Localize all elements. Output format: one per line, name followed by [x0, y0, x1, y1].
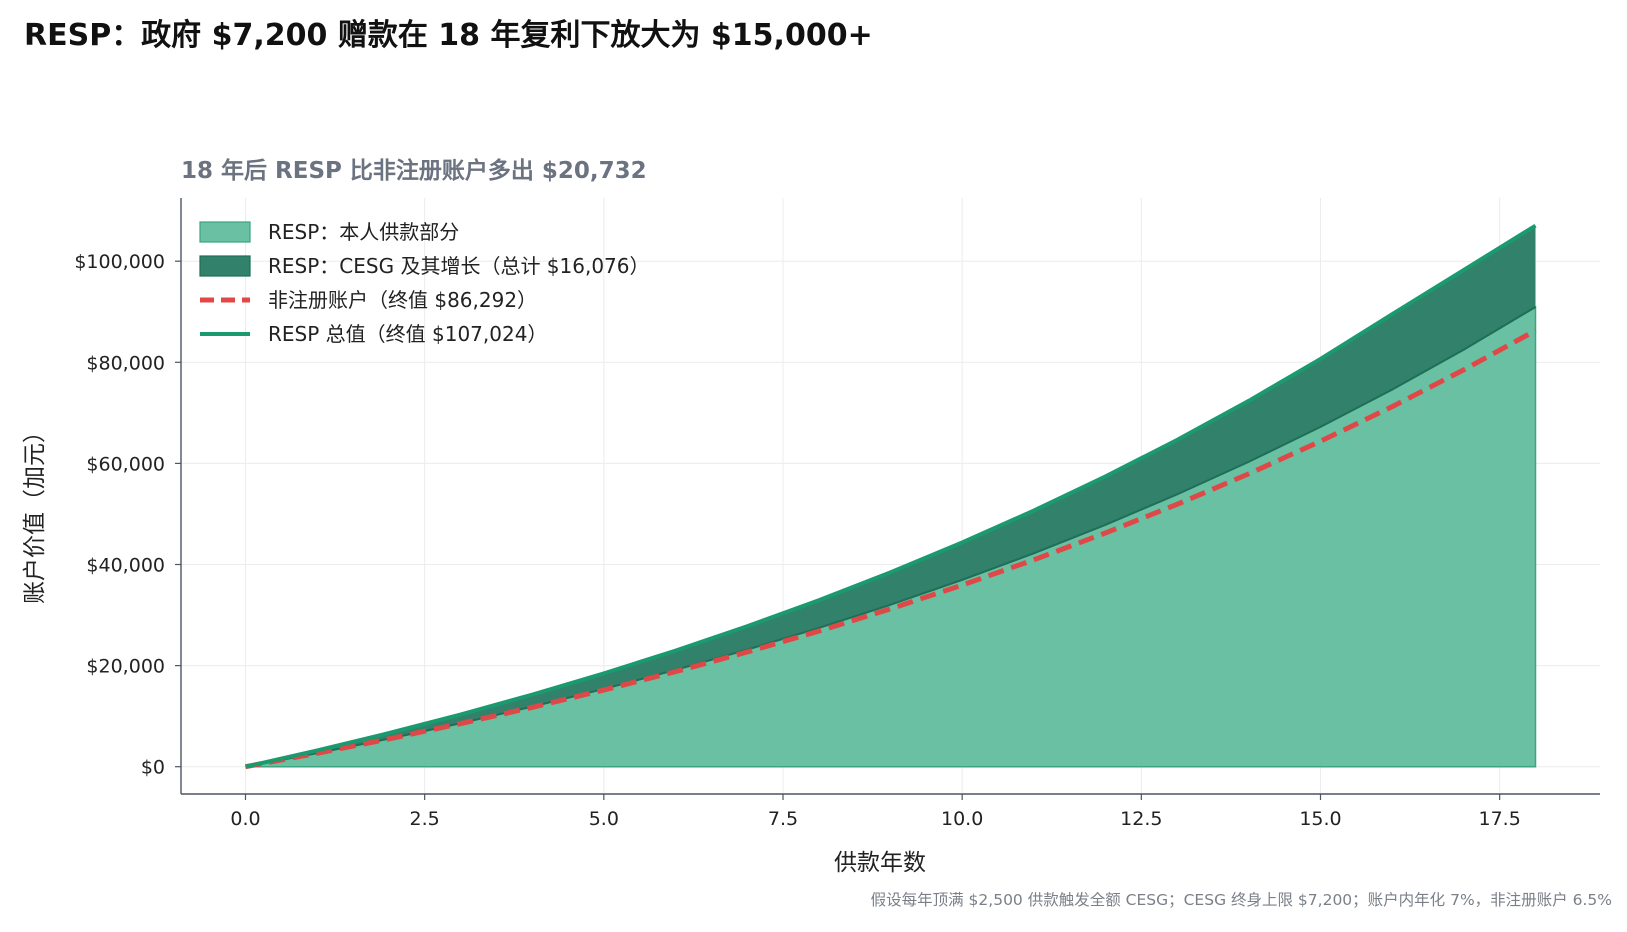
y-tick-label-4: $80,000: [86, 352, 165, 374]
tick-labels: 0.0 2.5 5.0 7.5 10.0 12.5 15.0 17.5 $0 $20,000 $40…: [74, 251, 1520, 830]
y-tick-label-3: $60,000: [86, 453, 165, 475]
x-tick-label-0: 0.0: [230, 808, 260, 830]
legend-label-0: RESP：本人供款部分: [268, 220, 459, 244]
plot-lines: [245, 223, 1537, 770]
y-tick-label-0: $0: [141, 757, 165, 779]
y-tick-label-1: $20,000: [86, 656, 165, 678]
x-tick-label-7: 17.5: [1479, 808, 1521, 830]
line-non-registered: [245, 328, 1537, 770]
legend-swatch-1: [199, 255, 251, 277]
chart-title: RESP：政府 $7,200 赠款在 18 年复利下放大为 $15,000+: [24, 18, 873, 53]
legend-label-1: RESP：CESG 及其增长（总计 $16,076）: [268, 254, 650, 278]
legend-label-3: RESP 总值（终值 $107,024）: [268, 322, 547, 346]
chart-subtitle: 18 年后 RESP 比非注册账户多出 $20,732: [181, 157, 647, 184]
legend-label-2: 非注册账户（终值 $86,292）: [268, 288, 537, 312]
legend: RESP：本人供款部分 RESP：CESG 及其增长（总计 $16,076） 非注册…: [199, 220, 650, 346]
x-tick-label-5: 12.5: [1120, 808, 1162, 830]
line-resp-total: [245, 223, 1537, 769]
legend-swatch-0: [199, 221, 251, 243]
x-tick-label-4: 10.0: [941, 808, 983, 830]
chart-footnote: 假设每年顶满 $2,500 供款触发全额 CESG；CESG 终身上限 $7,2…: [871, 891, 1612, 909]
y-tick-label-5: $100,000: [74, 251, 165, 273]
x-tick-label-2: 5.0: [589, 808, 619, 830]
y-tick-label-2: $40,000: [86, 554, 165, 576]
axes: [175, 198, 1600, 800]
x-tick-label-6: 15.0: [1299, 808, 1341, 830]
x-axis-label: 供款年数: [834, 850, 926, 876]
x-tick-label-1: 2.5: [410, 808, 440, 830]
x-tick-label-3: 7.5: [768, 808, 798, 830]
y-axis-label: 账户价值（加元）: [22, 420, 48, 604]
